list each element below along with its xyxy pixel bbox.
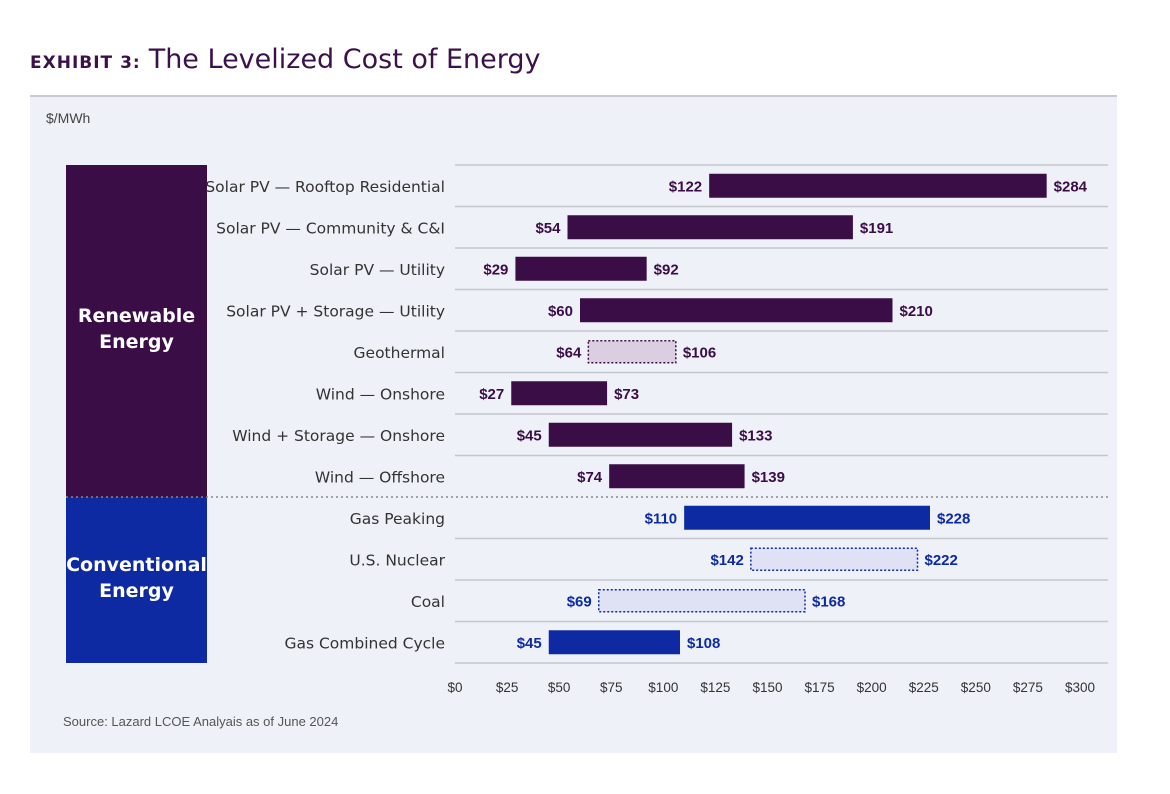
x-tick-label: $275 [1013, 680, 1043, 695]
high-value-label: $106 [683, 344, 716, 361]
low-value-label: $45 [517, 427, 542, 444]
low-value-label: $122 [669, 178, 702, 195]
x-tick-label: $0 [447, 680, 462, 695]
category-label: Coal [411, 593, 445, 611]
x-tick-label: $25 [496, 680, 519, 695]
x-tick-label: $200 [857, 680, 887, 695]
low-value-label: $142 [710, 552, 743, 569]
x-tick-label: $125 [700, 680, 730, 695]
x-tick-label: $225 [909, 680, 939, 695]
low-value-label: $45 [517, 635, 542, 652]
x-tick-label: $75 [600, 680, 623, 695]
category-label: Solar PV — Community & C&I [216, 219, 445, 237]
range-bar [511, 381, 608, 406]
low-value-label: $69 [567, 593, 592, 610]
range-bar [567, 215, 853, 240]
range-bar [709, 173, 1047, 198]
group-block [66, 165, 207, 497]
category-label: U.S. Nuclear [349, 551, 445, 569]
range-bar [750, 547, 919, 571]
category-label: Wind — Offshore [315, 468, 445, 486]
range-bar [548, 630, 680, 655]
range-bar [587, 340, 677, 364]
category-label: Gas Combined Cycle [284, 634, 445, 652]
high-value-label: $284 [1054, 178, 1088, 195]
category-label: Solar PV + Storage — Utility [226, 302, 445, 320]
category-label: Geothermal [354, 344, 445, 362]
high-value-label: $139 [752, 469, 785, 486]
x-tick-label: $100 [648, 680, 678, 695]
high-value-label: $73 [614, 386, 639, 403]
category-label: Wind — Onshore [316, 385, 445, 403]
exhibit-label: EXHIBIT 3: [30, 53, 141, 73]
range-bar [684, 505, 930, 530]
group-label: Renewable [78, 305, 195, 327]
range-bar [515, 256, 647, 281]
chart-title: The Levelized Cost of Energy [148, 44, 541, 75]
low-value-label: $110 [645, 510, 678, 527]
group-block [66, 497, 207, 663]
high-value-label: $168 [812, 593, 845, 610]
x-tick-label: $150 [752, 680, 782, 695]
x-tick-label: $300 [1065, 680, 1095, 695]
range-bar [598, 589, 806, 613]
category-label: Wind + Storage — Onshore [232, 427, 445, 445]
high-value-label: $228 [937, 510, 970, 527]
low-value-label: $64 [556, 344, 582, 361]
high-value-label: $92 [654, 261, 679, 278]
group-label: Energy [99, 331, 174, 353]
low-value-label: $74 [577, 469, 603, 486]
x-tick-label: $50 [548, 680, 571, 695]
low-value-label: $54 [535, 220, 561, 237]
x-tick-label: $250 [961, 680, 991, 695]
low-value-label: $60 [548, 303, 573, 320]
category-label: Solar PV — Utility [310, 261, 445, 279]
exhibit-header: EXHIBIT 3: The Levelized Cost of Energy [30, 44, 541, 84]
group-label: Conventional [66, 554, 207, 576]
high-value-label: $133 [739, 427, 772, 444]
range-bar [609, 464, 745, 489]
low-value-label: $29 [483, 261, 508, 278]
unit-label: $/MWh [46, 110, 91, 126]
high-value-label: $222 [925, 552, 958, 569]
group-label: Energy [99, 580, 174, 602]
category-label: Gas Peaking [350, 510, 445, 528]
low-value-label: $27 [479, 386, 504, 403]
high-value-label: $108 [687, 635, 720, 652]
category-label: Solar PV — Rooftop Residential [205, 178, 445, 196]
high-value-label: $210 [900, 303, 933, 320]
range-bar [580, 298, 893, 323]
source-note: Source: Lazard LCOE Analyais as of June … [63, 714, 339, 729]
high-value-label: $191 [860, 220, 893, 237]
x-tick-label: $175 [805, 680, 835, 695]
range-bar [548, 422, 733, 447]
